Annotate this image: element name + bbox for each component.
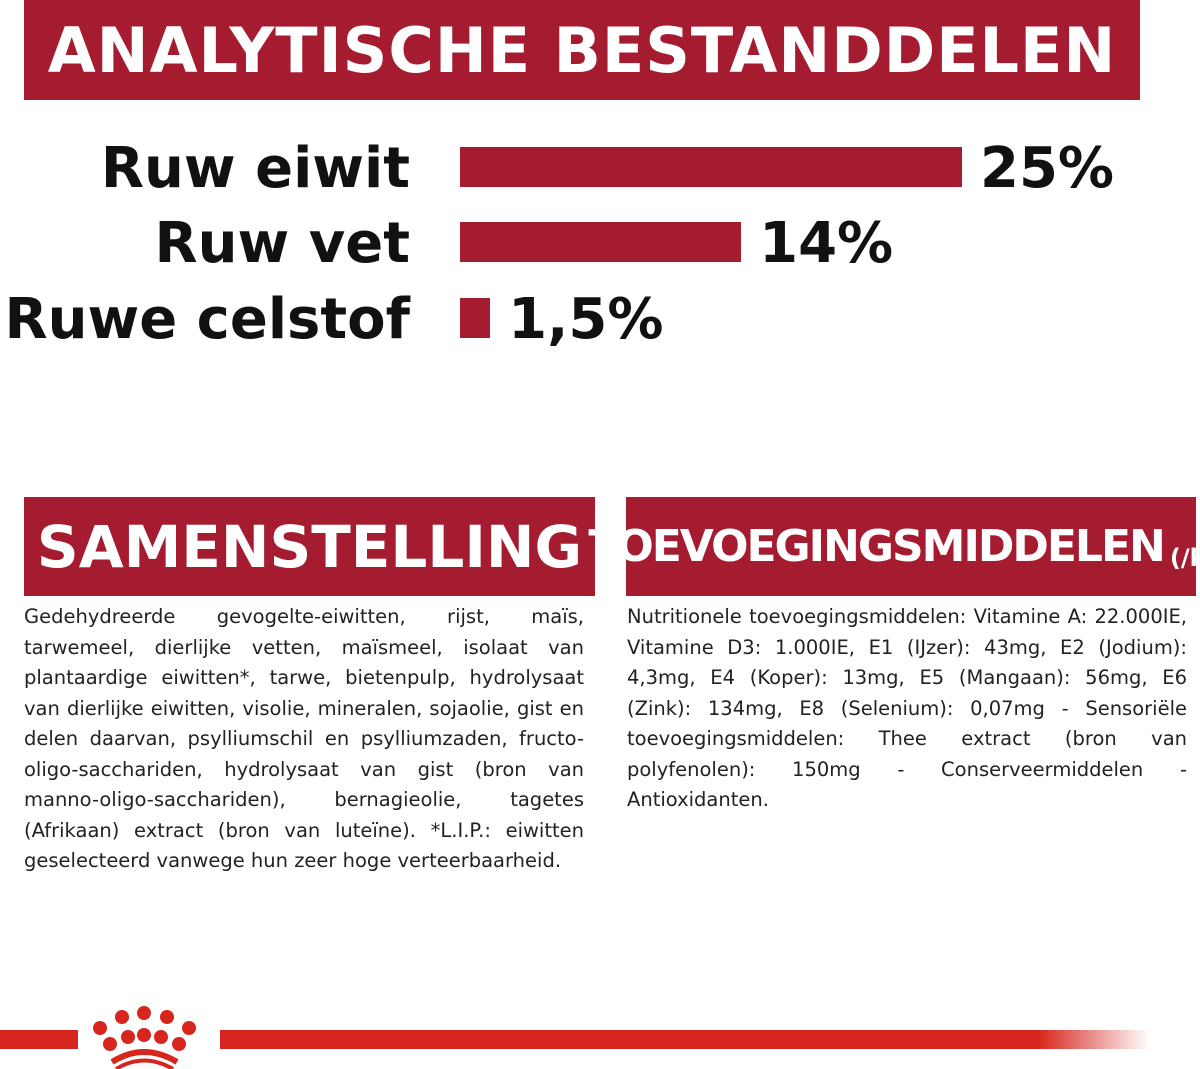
bar-value-label: 14% (759, 211, 894, 276)
bar (460, 298, 491, 338)
bar (460, 147, 962, 187)
bar-value-label: 25% (980, 136, 1115, 201)
page-title: ANALYTISCHE BESTANDDELEN (47, 13, 1117, 87)
additives-text: Nutritionele toevoegingsmiddelen: Vitami… (627, 605, 1187, 811)
bar-label: Ruw vet (154, 211, 410, 276)
composition-banner: SAMENSTELLING (24, 497, 595, 596)
additives-title: TOEVOEGINGSMIDDELEN (588, 521, 1166, 572)
bar-label: Ruwe celstof (4, 287, 410, 352)
royal-canin-crown-icon (93, 1006, 196, 1069)
footer-rule-right (220, 1030, 1150, 1049)
additives-banner: TOEVOEGINGSMIDDELEN (/kg) (588, 497, 1200, 596)
footer-rule-left (0, 1030, 78, 1049)
composition-title: SAMENSTELLING (36, 512, 583, 581)
bar-value-label: 1,5% (508, 287, 664, 352)
analytical-components-banner: ANALYTISCHE BESTANDDELEN (24, 0, 1140, 100)
bar (460, 222, 742, 262)
additives-unit: (/kg) (1169, 544, 1200, 572)
composition-text: Gedehydreerde gevogelte-eiwitten, rijst,… (24, 605, 584, 872)
bar-label: Ruw eiwit (100, 136, 410, 201)
